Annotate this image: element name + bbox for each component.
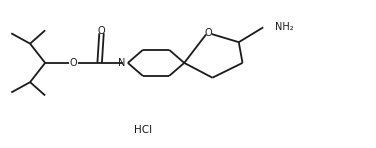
- Text: O: O: [70, 58, 77, 68]
- Text: NH₂: NH₂: [275, 22, 294, 32]
- Text: O: O: [205, 28, 212, 38]
- Text: O: O: [98, 26, 105, 36]
- Text: N: N: [118, 58, 126, 68]
- Text: HCl: HCl: [134, 125, 152, 135]
